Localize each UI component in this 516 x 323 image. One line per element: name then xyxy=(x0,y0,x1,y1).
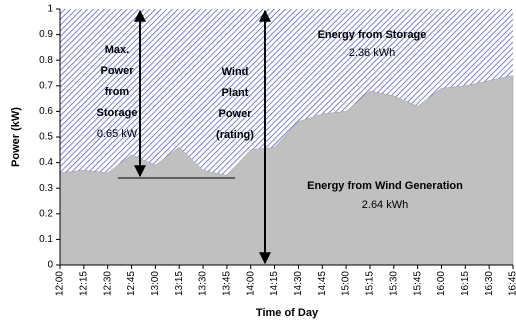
annotation-line: Storage xyxy=(97,107,138,119)
y-tick-label: 0.4 xyxy=(39,157,53,168)
x-tick-label: 13:15 xyxy=(174,271,185,296)
wind-area xyxy=(59,75,514,266)
y-tick-label: 0.3 xyxy=(39,183,53,194)
y-axis-label: Power (kW) xyxy=(10,107,22,167)
y-tick-label: 0 xyxy=(47,260,53,271)
x-tick-label: 12:45 xyxy=(126,271,137,296)
x-tick-label: 16:30 xyxy=(484,271,495,296)
annotation-note: 2.64 kWh xyxy=(362,199,408,211)
y-tick-label: 0.2 xyxy=(39,208,53,219)
x-tick-label: 15:45 xyxy=(412,271,423,296)
x-tick-label: 16:00 xyxy=(436,271,447,296)
y-tick-label: 0.9 xyxy=(39,29,53,40)
x-tick-label: 13:30 xyxy=(198,271,209,296)
y-tick-label: 0.7 xyxy=(39,80,53,91)
annotation-line: Power xyxy=(100,65,134,77)
x-tick-label: 16:45 xyxy=(508,271,516,296)
y-tick-label: 0.1 xyxy=(39,234,53,245)
x-tick-label: 14:15 xyxy=(269,271,280,296)
x-tick-label: 15:30 xyxy=(388,271,399,296)
y-tick-label: 0.6 xyxy=(39,106,53,117)
storage-area xyxy=(60,9,513,176)
x-tick-label: 14:00 xyxy=(245,271,256,296)
annotation-line: Plant xyxy=(222,87,249,99)
x-axis-label: Time of Day xyxy=(256,307,319,319)
annotation-line: Energy from Wind Generation xyxy=(307,180,463,192)
x-tick-label: 13:00 xyxy=(150,271,161,296)
x-tick-label: 13:45 xyxy=(222,271,233,296)
annotation-line: Wind xyxy=(222,66,249,78)
x-tick-label: 14:30 xyxy=(293,271,304,296)
annotation-note: 2.36 kWh xyxy=(349,47,395,59)
y-tick-label: 0.5 xyxy=(39,132,53,143)
annotation-line: (rating) xyxy=(216,129,254,141)
x-tick-label: 14:45 xyxy=(317,271,328,296)
x-tick-label: 15:15 xyxy=(365,271,376,296)
x-tick-label: 12:15 xyxy=(78,271,89,296)
x-tick-label: 15:00 xyxy=(341,271,352,296)
annotation-line: Power xyxy=(218,108,252,120)
y-tick-label: 1 xyxy=(47,4,53,15)
x-tick-label: 12:00 xyxy=(55,271,66,296)
x-tick-label: 12:30 xyxy=(102,271,113,296)
x-tick-label: 16:15 xyxy=(460,271,471,296)
annotation-line: Max. xyxy=(105,44,129,56)
annotation-line: Energy from Storage xyxy=(318,29,427,41)
annotation-note: 0.65 kW xyxy=(97,128,138,140)
y-tick-label: 0.8 xyxy=(39,55,53,66)
annotation-line: from xyxy=(105,86,130,98)
